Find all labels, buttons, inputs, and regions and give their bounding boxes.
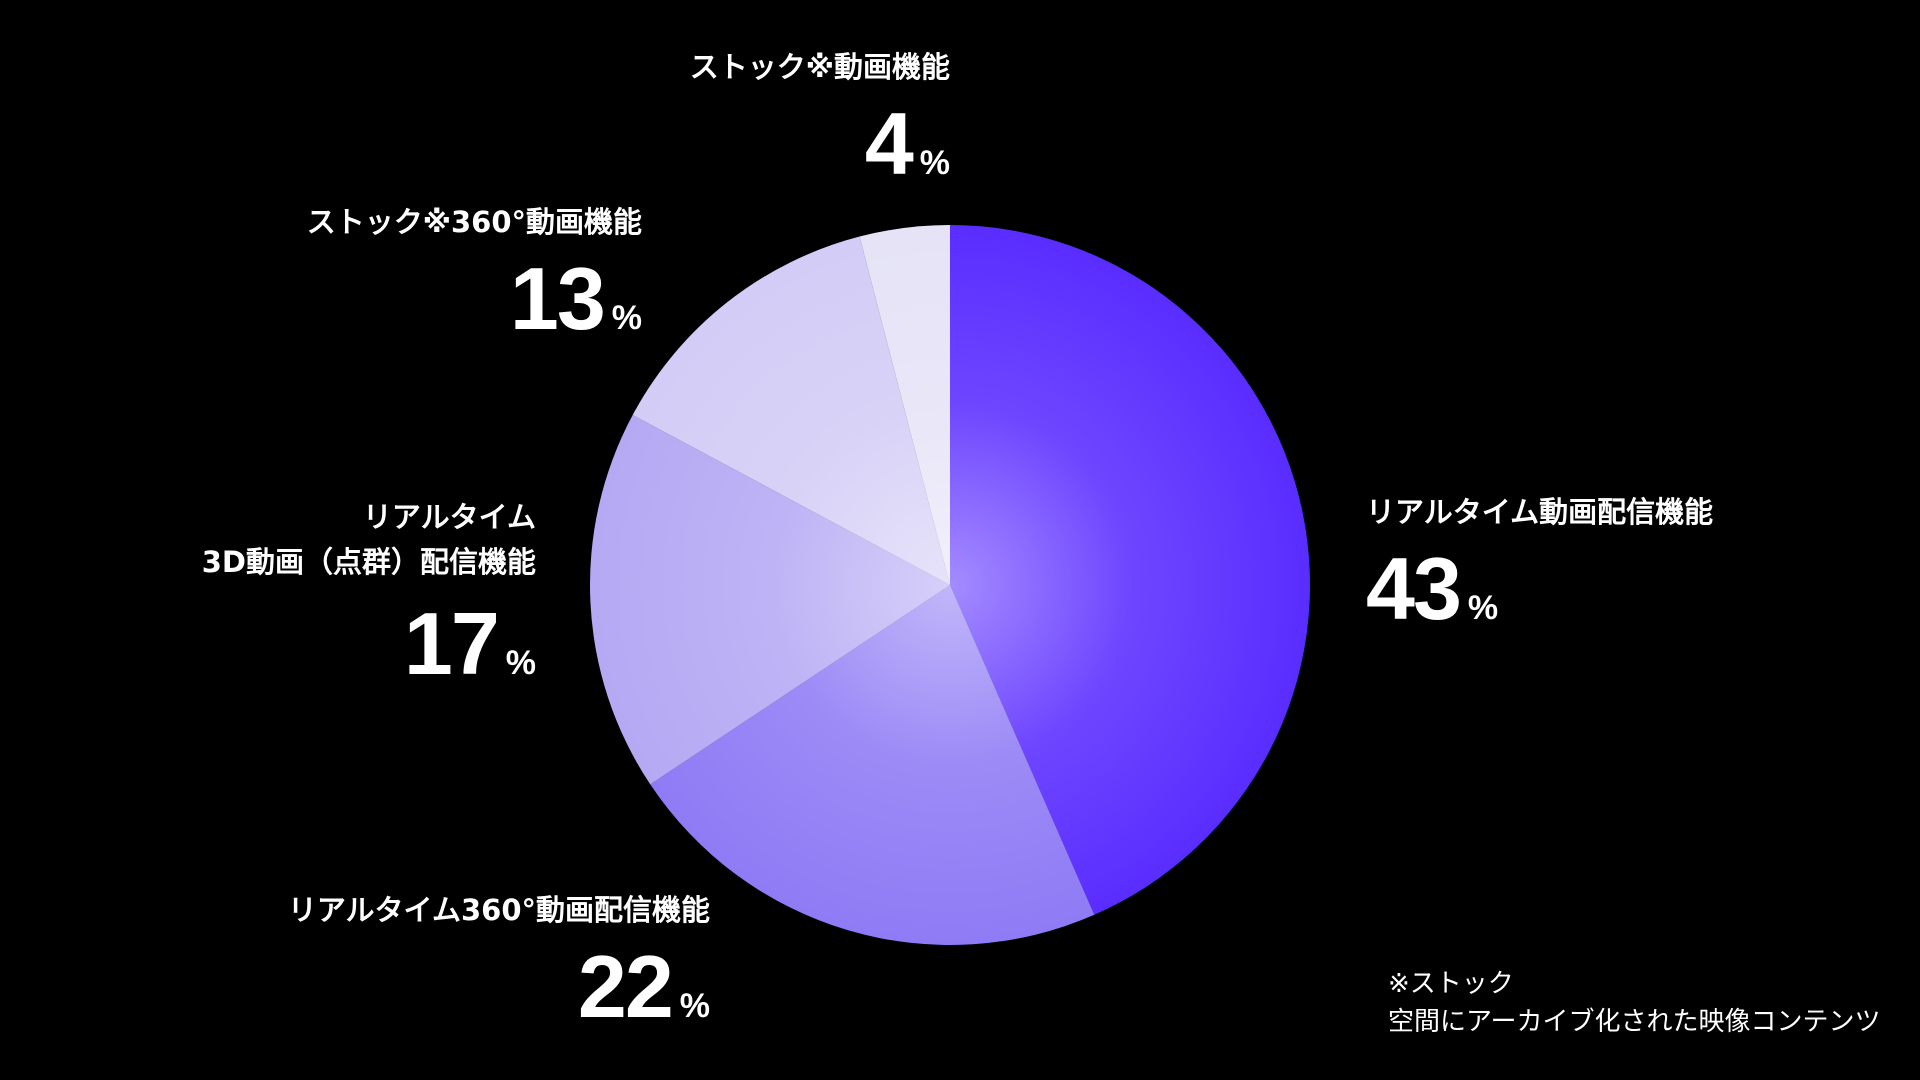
label-stock-video: ストック※動画機能 4% (690, 50, 950, 196)
label-unit: % (611, 298, 642, 337)
label-stock-360-video: ストック※360°動画機能 13% (307, 205, 642, 351)
label-realtime-3d-video: リアルタイム 3D動画（点群）配信機能 17% (202, 495, 536, 696)
label-value: 13 (509, 248, 606, 348)
pie-slices (590, 225, 1310, 946)
label-value: 17 (403, 593, 500, 693)
footnote-text: 空間にアーカイブ化された映像コンテンツ (1388, 1006, 1881, 1037)
label-name: リアルタイム360°動画配信機能 (287, 893, 710, 927)
label-name: ストック※動画機能 (689, 50, 950, 84)
label-name: ストック※360°動画機能 (306, 205, 642, 239)
label-realtime-360-video: リアルタイム360°動画配信機能 22% (288, 893, 710, 1039)
label-value: 4 (864, 93, 914, 193)
label-name: リアルタイム 3D動画（点群）配信機能 (201, 500, 536, 579)
label-unit: % (679, 986, 710, 1025)
footnote: ※ストック 空間にアーカイブ化された映像コンテンツ (1388, 966, 1880, 1041)
label-value: 43 (1366, 538, 1462, 638)
label-unit: % (919, 143, 950, 182)
label-value: 22 (577, 936, 674, 1036)
footnote-title: ※ストック (1388, 969, 1514, 999)
label-realtime-video: リアルタイム動画配信機能 43% (1366, 495, 1713, 641)
label-unit: % (1467, 588, 1499, 627)
label-name: リアルタイム動画配信機能 (1366, 495, 1714, 529)
label-unit: % (505, 643, 536, 682)
